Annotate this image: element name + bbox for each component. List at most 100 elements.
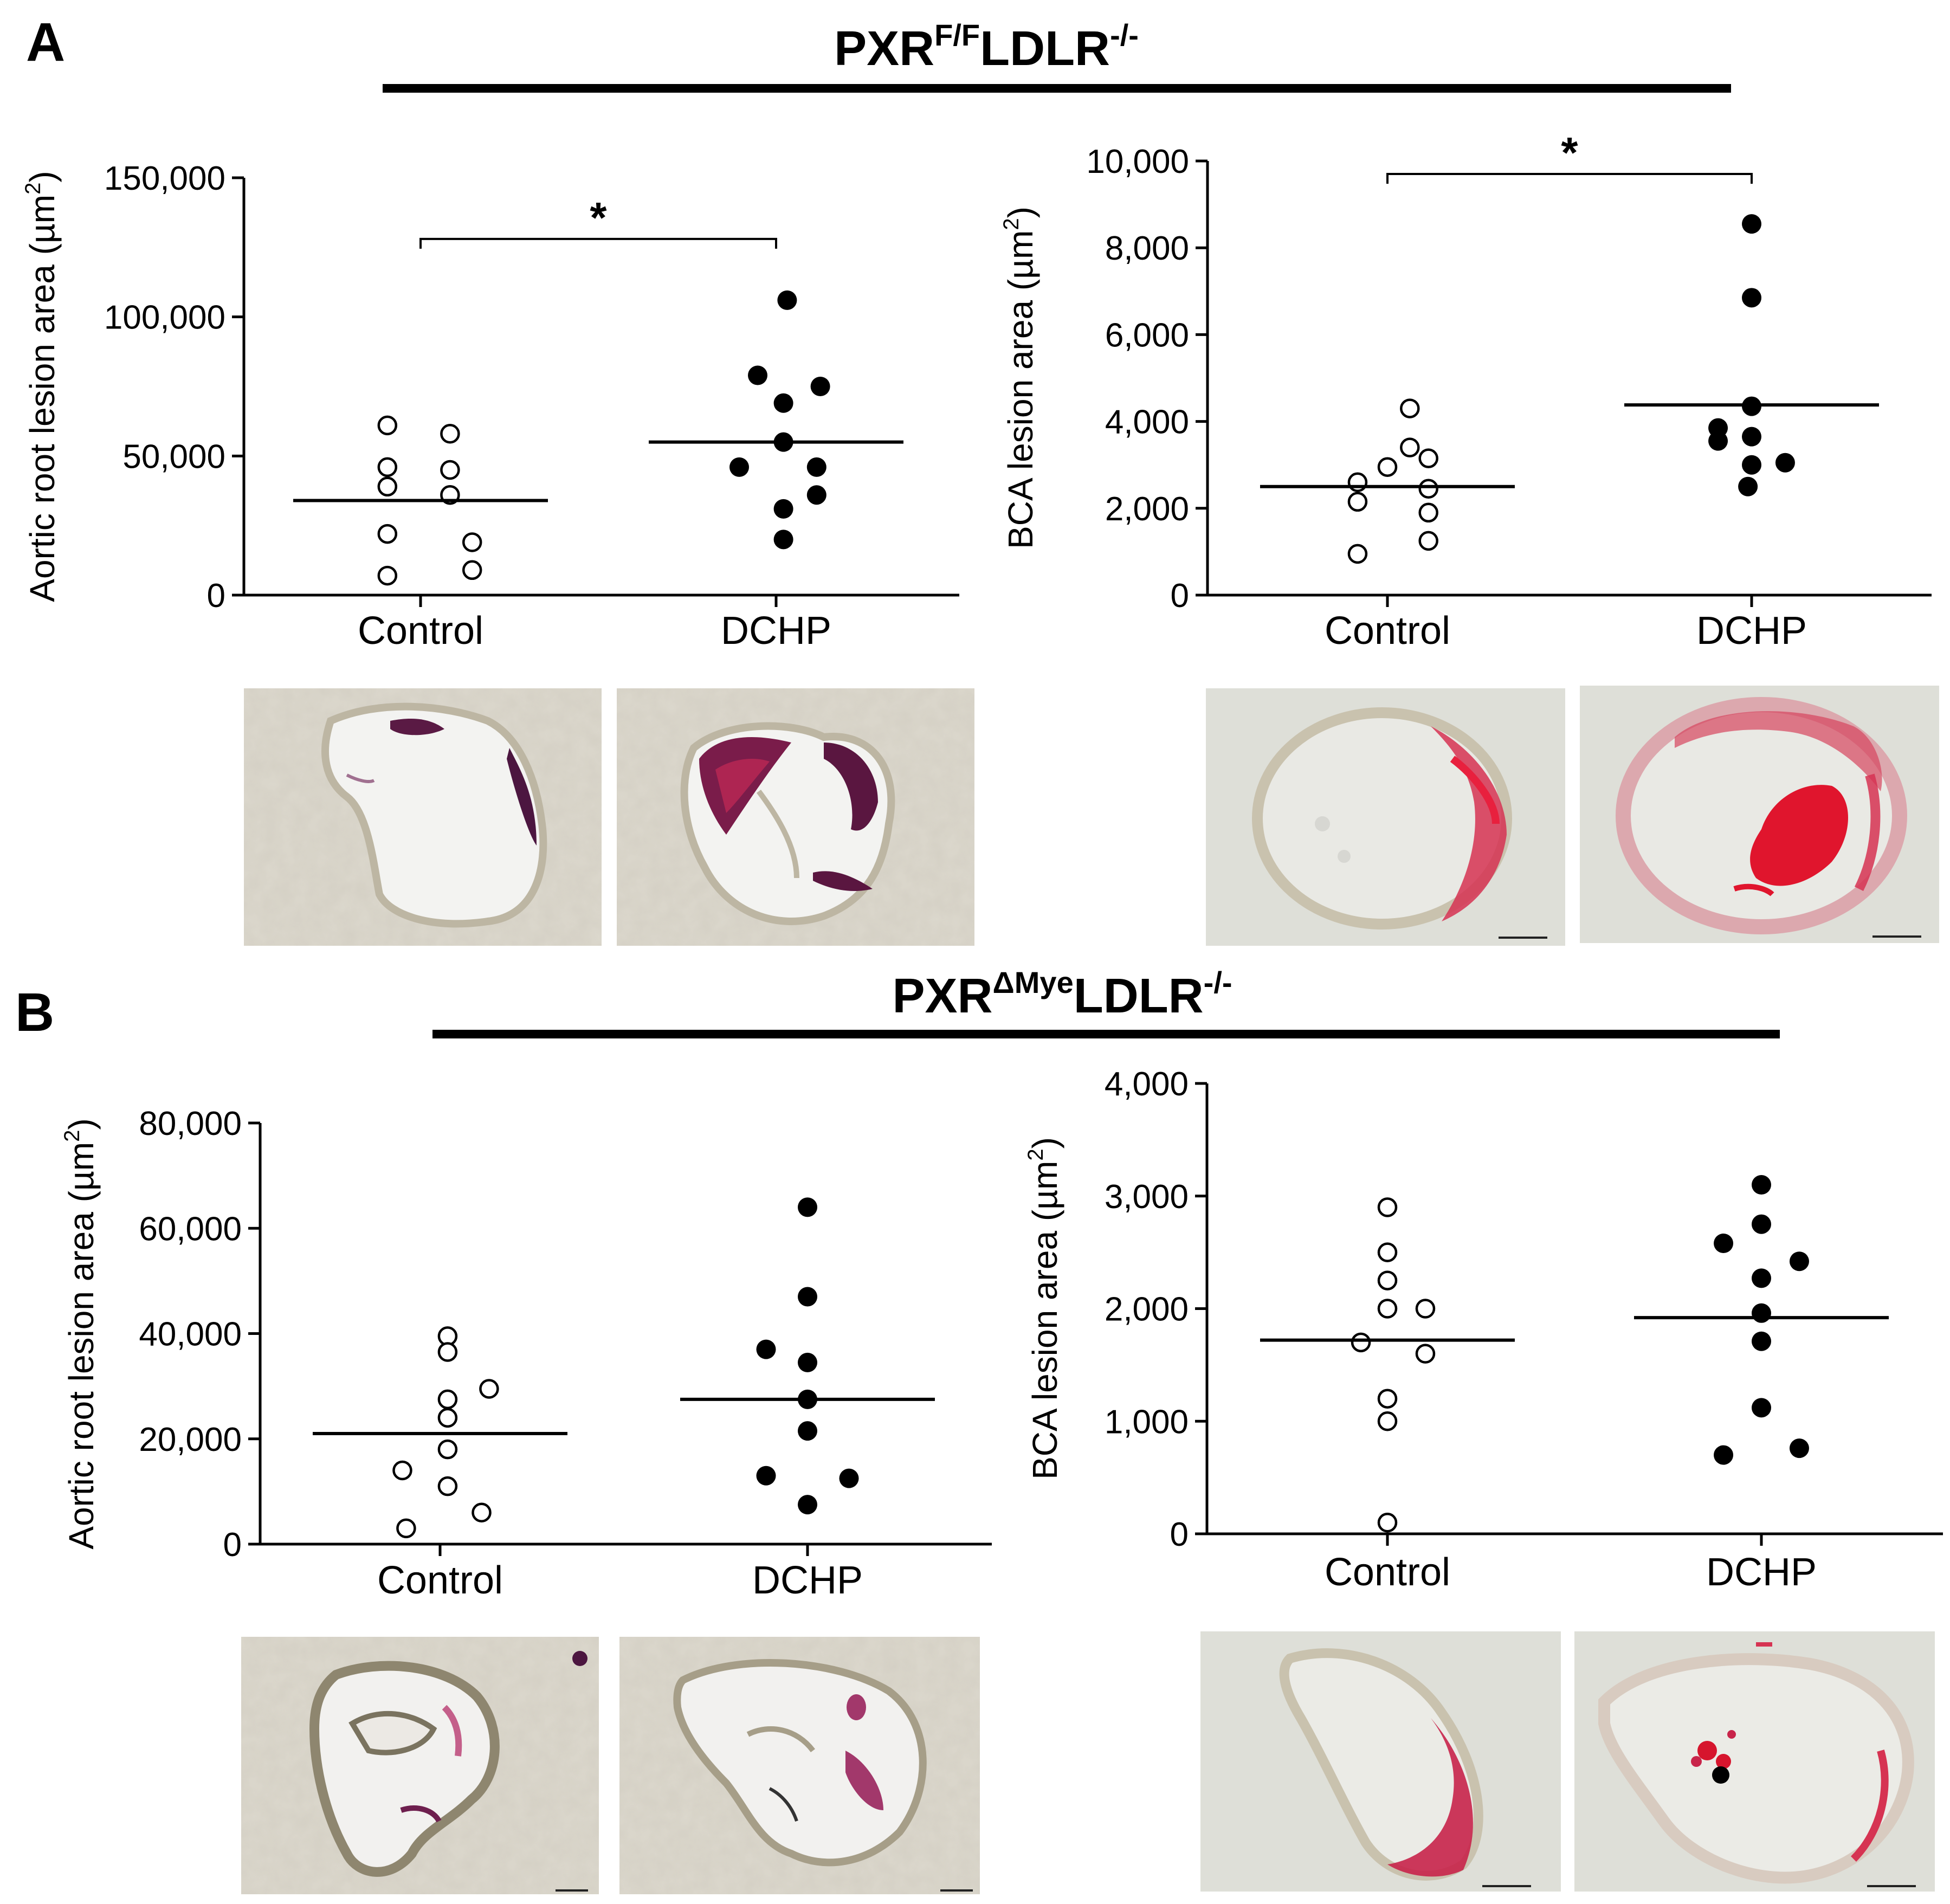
x-tick-label-dchp: DCHP xyxy=(721,609,831,653)
data-point-dchp xyxy=(1752,1268,1771,1288)
y-tick-label: 50,000 xyxy=(122,438,225,475)
y-tick-label: 80,000 xyxy=(139,1105,242,1143)
data-point-dchp xyxy=(1742,427,1761,447)
x-tick-label-dchp: DCHP xyxy=(752,1559,863,1602)
micrograph-a-aortic-dchp xyxy=(617,688,974,946)
data-point-dchp xyxy=(1752,1174,1771,1195)
data-point-control xyxy=(1377,1299,1398,1319)
data-point-control xyxy=(1377,1242,1398,1262)
data-point-control xyxy=(1347,544,1368,564)
y-tick-label: 1,000 xyxy=(1105,1403,1189,1441)
panel-b-group-bar xyxy=(432,1030,1780,1038)
micrograph-a-bca-control xyxy=(1206,688,1565,946)
y-tick-label: 2,000 xyxy=(1105,490,1189,528)
data-point-dchp xyxy=(729,457,749,477)
x-tick-label-control: Control xyxy=(358,609,483,653)
data-point-control xyxy=(437,1439,458,1460)
micrograph-a-bca-dchp xyxy=(1580,686,1939,943)
y-axis-label-sup: 2 xyxy=(60,1130,84,1142)
y-tick-label: 20,000 xyxy=(139,1421,242,1458)
data-point-dchp xyxy=(1742,288,1761,308)
y-tick-label: 2,000 xyxy=(1105,1291,1189,1328)
y-axis-label-close: ) xyxy=(23,171,62,182)
significance-bracket xyxy=(419,237,777,249)
data-point-dchp xyxy=(756,1339,776,1359)
data-point-dchp xyxy=(777,290,797,310)
data-point-dchp xyxy=(1714,1445,1734,1465)
data-point-dchp xyxy=(806,485,827,505)
y-axis-label-sup: 2 xyxy=(1024,1148,1048,1160)
data-point-control xyxy=(1377,457,1398,477)
data-point-control xyxy=(1400,437,1420,457)
data-point-control xyxy=(1347,492,1368,512)
data-point-dchp xyxy=(1708,431,1728,451)
x-tick-label-control: Control xyxy=(377,1559,503,1602)
y-axis-label: Aortic root lesion area (µm2) xyxy=(60,1118,101,1549)
y-tick-label: 60,000 xyxy=(139,1210,242,1248)
y-tick-label: 8,000 xyxy=(1105,230,1189,267)
panel-label-a: A xyxy=(26,12,65,73)
data-point-control xyxy=(1377,1197,1398,1217)
y-tick-label: 4,000 xyxy=(1105,404,1189,441)
data-point-dchp xyxy=(773,499,793,519)
data-point-control xyxy=(1377,1389,1398,1409)
y-tick-label: 10,000 xyxy=(1086,143,1189,180)
data-point-dchp xyxy=(773,393,793,413)
data-point-control xyxy=(377,565,398,586)
data-point-dchp xyxy=(798,1421,817,1441)
y-axis-label-main: Aortic root lesion area (µm xyxy=(23,195,62,602)
significance-star: * xyxy=(590,193,607,242)
panel-label-b: B xyxy=(15,982,54,1043)
x-tick-label-control: Control xyxy=(1325,1551,1450,1594)
data-point-control xyxy=(1415,1344,1436,1364)
data-point-control xyxy=(437,1408,458,1428)
data-point-dchp xyxy=(1742,214,1761,234)
panel-b-title-sup: ΔMye xyxy=(993,965,1074,999)
data-point-control xyxy=(472,1502,492,1522)
y-axis-label: Aortic root lesion area (µm2) xyxy=(21,171,62,602)
panel-b-title-sup2: -/- xyxy=(1204,965,1232,999)
data-point-control xyxy=(437,1476,458,1496)
micrograph-a-aortic-control xyxy=(244,688,602,946)
chart-b-bca: 0 1,000 2,000 3,000 4,000 Control DCHP BCA lesi… xyxy=(1024,1066,1943,1594)
data-point-control xyxy=(440,460,460,480)
data-point-dchp xyxy=(773,530,793,550)
micrograph-b-bca-dchp xyxy=(1574,1631,1935,1892)
y-tick-label: 150,000 xyxy=(104,160,225,197)
y-tick-label: 6,000 xyxy=(1105,317,1189,354)
y-tick-label: 40,000 xyxy=(139,1316,242,1353)
data-point-dchp xyxy=(1752,1303,1771,1323)
y-tick-label: 0 xyxy=(223,1526,242,1564)
data-point-control xyxy=(1347,472,1368,492)
data-point-control xyxy=(377,524,398,544)
data-point-dchp xyxy=(1742,455,1761,475)
y-axis-label-sup: 2 xyxy=(21,183,45,195)
panel-a-title: PXRF/FLDLR-/- xyxy=(834,18,1139,76)
panel-b-title-rest: LDLR xyxy=(1074,969,1204,1023)
panel-a-title-main: PXR xyxy=(834,22,934,76)
data-point-control xyxy=(1418,479,1438,499)
data-point-control xyxy=(462,532,482,552)
panel-b-title: PXRΔMyeLDLR-/- xyxy=(892,965,1232,1023)
data-point-dchp xyxy=(1714,1234,1734,1254)
y-axis-label-close: ) xyxy=(62,1118,101,1130)
data-point-dchp xyxy=(810,377,830,396)
data-point-dchp xyxy=(798,1495,817,1515)
y-axis-label-close: ) xyxy=(1001,206,1040,218)
data-point-control xyxy=(1377,1270,1398,1290)
y-tick-label: 4,000 xyxy=(1105,1066,1189,1103)
data-point-dchp xyxy=(1752,1214,1771,1234)
x-tick-label-dchp: DCHP xyxy=(1706,1551,1817,1594)
y-tick-label: 0 xyxy=(207,577,225,615)
data-point-control xyxy=(440,424,460,444)
y-tick-label: 3,000 xyxy=(1105,1178,1189,1216)
y-axis-label-sup: 2 xyxy=(999,218,1023,230)
data-point-control xyxy=(1400,398,1420,418)
data-point-control xyxy=(377,476,398,497)
panel-a-title-sup2: -/- xyxy=(1110,18,1139,52)
data-point-control xyxy=(479,1379,499,1399)
data-point-dchp xyxy=(1789,1438,1809,1458)
y-axis-label-close: ) xyxy=(1025,1137,1064,1148)
data-point-control xyxy=(396,1518,416,1539)
